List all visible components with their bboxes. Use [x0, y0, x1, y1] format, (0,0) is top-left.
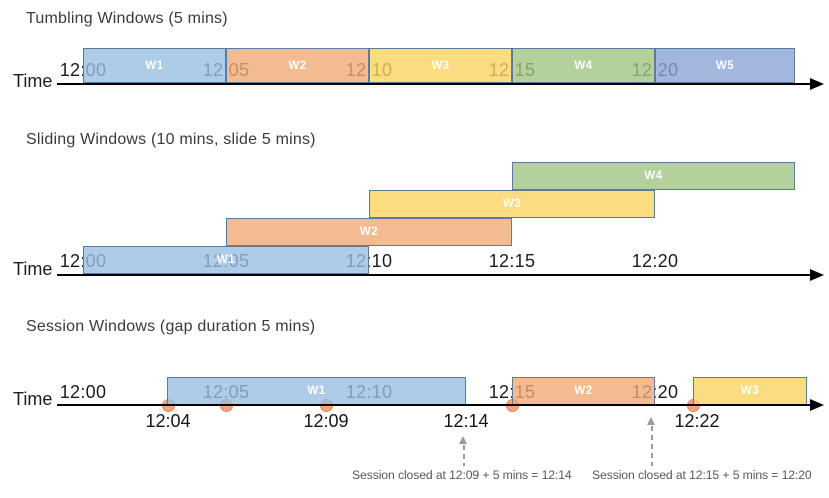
session-time-label: Time	[13, 389, 53, 409]
close-time-label-1214: 12:14	[443, 411, 489, 431]
session-axis-arrowhead-icon	[810, 398, 824, 411]
tumbling-window-w3: W3	[369, 48, 512, 83]
window-label: W3	[502, 198, 522, 210]
sliding-window-w3: W3	[369, 190, 655, 218]
window-label: W3	[740, 385, 760, 397]
sliding-tick-1215: 12:15	[488, 251, 536, 271]
tumbling-window-w4: W4	[512, 48, 655, 83]
window-label: W5	[715, 59, 735, 72]
sliding-time-label: Time	[13, 259, 53, 279]
window-label: W3	[431, 59, 450, 72]
dashed-arrow-up-icon	[647, 417, 655, 425]
dashed-arrow-shaft	[463, 445, 465, 466]
window-label: W1	[145, 59, 164, 72]
sliding-window-w4: W4	[512, 162, 795, 190]
event-time-label-1204: 12:04	[145, 411, 191, 431]
session-closed-annotation-2: Session closed at 12:15 + 5 mins = 12:20	[592, 468, 812, 482]
session-title: Session Windows (gap duration 5 mins)	[26, 318, 316, 335]
window-label: W2	[574, 385, 593, 397]
sliding-axis-line	[57, 273, 812, 276]
session-window-w1: W1	[167, 377, 466, 405]
sliding-tick-1220: 12:20	[631, 251, 679, 271]
window-label: W4	[644, 170, 663, 182]
window-label: W1	[307, 385, 326, 397]
tumbling-window-w5: W5	[655, 48, 795, 83]
session-axis-line	[57, 403, 812, 406]
tumbling-title: Tumbling Windows (5 mins)	[26, 10, 228, 27]
session-window-w3: W3	[693, 377, 807, 405]
tumbling-window-w2: W2	[226, 48, 369, 83]
dashed-arrow-up-icon	[459, 436, 467, 444]
sliding-axis-arrowhead-icon	[810, 268, 824, 281]
sliding-window-w1: W1	[83, 246, 369, 274]
sliding-title: Sliding Windows (10 mins, slide 5 mins)	[26, 131, 316, 148]
tumbling-window-w1: W1	[83, 48, 226, 83]
event-time-label-1209: 12:09	[303, 411, 349, 431]
window-label: W2	[288, 59, 307, 72]
tumbling-axis-line	[57, 82, 812, 85]
session-window-w2: W2	[512, 377, 655, 405]
window-label: W2	[359, 226, 379, 238]
dashed-arrow-shaft	[651, 426, 653, 466]
tumbling-axis-arrowhead-icon	[810, 77, 824, 90]
event-time-label-1222: 12:22	[674, 411, 720, 431]
window-label: W1	[216, 254, 236, 266]
sliding-window-w2: W2	[226, 218, 512, 246]
session-tick-1200: 12:00	[59, 382, 107, 402]
session-closed-annotation-1: Session closed at 12:09 + 5 mins = 12:14	[352, 468, 572, 482]
window-label: W4	[574, 59, 593, 72]
tumbling-time-label: Time	[13, 71, 53, 91]
